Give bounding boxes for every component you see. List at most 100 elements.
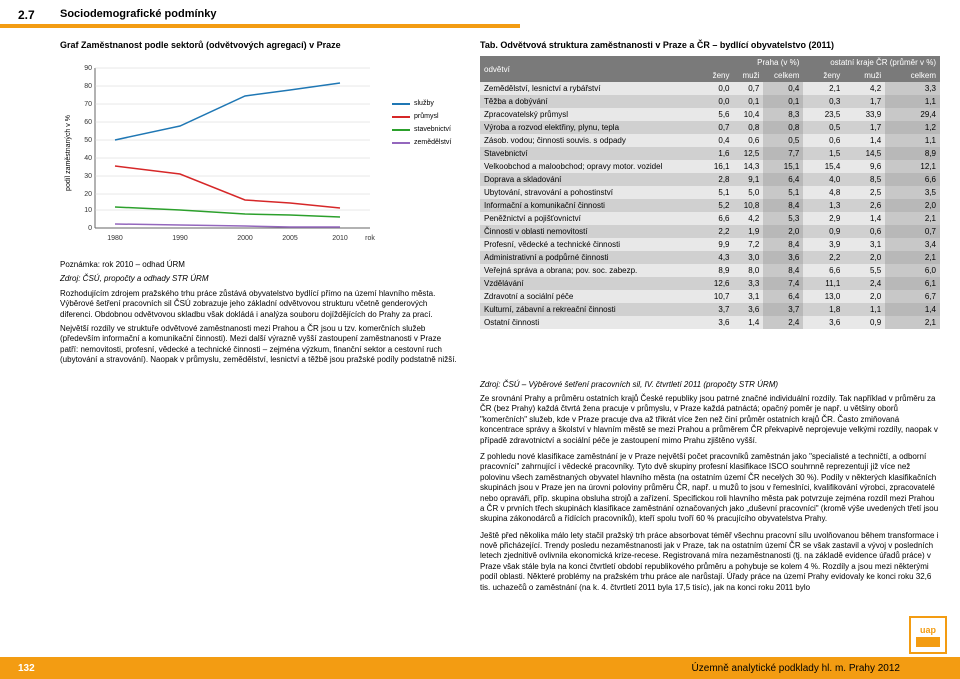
right-column-text: Ze srovnání Prahy a průměru ostatních kr… xyxy=(480,394,940,599)
cell-value: 1,4 xyxy=(844,134,885,147)
svg-text:rok: rok xyxy=(365,235,375,242)
cell-value: 2,1 xyxy=(885,316,940,329)
table-row: Administrativní a podpůrné činnosti4,33,… xyxy=(480,251,940,264)
cell-value: 0,4 xyxy=(704,134,734,147)
footer-page-number: 132 xyxy=(18,663,35,674)
cell-value: 33,9 xyxy=(844,108,885,121)
series-prumysl xyxy=(115,166,340,208)
legend-item: služby xyxy=(392,100,451,107)
cell-value: 5,1 xyxy=(763,186,803,199)
footer-title: Územně analytické podklady hl. m. Prahy … xyxy=(692,663,900,674)
chart-note-line: Poznámka: rok 2010 – odhad ÚRM xyxy=(60,260,460,270)
cell-value: 7,4 xyxy=(763,277,803,290)
cell-value: 2,8 xyxy=(704,173,734,186)
cell-value: 0,5 xyxy=(763,134,803,147)
cell-value: 0,3 xyxy=(803,95,844,108)
legend-item: zemědělství xyxy=(392,139,451,146)
legend-item: stavebnictví xyxy=(392,126,451,133)
cell-value: 4,2 xyxy=(844,82,885,95)
svg-text:60: 60 xyxy=(84,119,92,126)
table-title: Tab. Odvětvová struktura zaměstnanosti v… xyxy=(480,40,834,50)
cell-value: 6,6 xyxy=(803,264,844,277)
cell-value: 2,9 xyxy=(803,212,844,225)
cell-value: 3,1 xyxy=(734,290,764,303)
cell-value: 4,2 xyxy=(734,212,764,225)
cell-value: 3,7 xyxy=(704,303,734,316)
chart-title: Graf Zaměstnanost podle sektorů (odvětvo… xyxy=(60,40,341,50)
svg-text:90: 90 xyxy=(84,65,92,72)
svg-text:40: 40 xyxy=(84,155,92,162)
cell-value: 12,1 xyxy=(885,160,940,173)
cell-value: 8,4 xyxy=(763,264,803,277)
row-label: Velkoobchod a maloobchod; opravy motor. … xyxy=(480,160,704,173)
cell-value: 1,4 xyxy=(885,303,940,316)
row-label: Peněžnictví a pojišťovnictví xyxy=(480,212,704,225)
table-row: Profesní, vědecké a technické činnosti9,… xyxy=(480,238,940,251)
col-header: muži xyxy=(844,69,885,82)
svg-text:2010: 2010 xyxy=(332,235,348,242)
cell-value: 6,4 xyxy=(763,173,803,186)
chart-grid xyxy=(95,68,370,228)
series-stavebnictvi xyxy=(115,207,340,217)
cell-value: 0,1 xyxy=(734,95,764,108)
table-row: Činnosti v oblasti nemovitostí2,21,92,00… xyxy=(480,225,940,238)
cell-value: 2,0 xyxy=(844,290,885,303)
row-label: Zásob. vodou; činnosti souvis. s odpady xyxy=(480,134,704,147)
row-label: Stavebnictví xyxy=(480,147,704,160)
cell-value: 1,3 xyxy=(803,199,844,212)
cell-value: 4,8 xyxy=(803,186,844,199)
cell-value: 8,4 xyxy=(763,238,803,251)
col-header: celkem xyxy=(763,69,803,82)
uap-logo: uap xyxy=(908,615,948,655)
table-row: Informační a komunikační činnosti5,210,8… xyxy=(480,199,940,212)
cell-value: 0,9 xyxy=(844,316,885,329)
cell-value: 3,4 xyxy=(885,238,940,251)
chart-legend: služby průmysl stavebnictví zemědělství xyxy=(392,100,451,152)
cell-value: 0,6 xyxy=(734,134,764,147)
cell-value: 12,5 xyxy=(734,147,764,160)
row-label: Činnosti v oblasti nemovitostí xyxy=(480,225,704,238)
cell-value: 0,6 xyxy=(844,225,885,238)
row-label: Kulturní, zábavní a rekreační činnosti xyxy=(480,303,704,316)
row-label: Výroba a rozvod elektřiny, plynu, tepla xyxy=(480,121,704,134)
cell-value: 8,3 xyxy=(763,108,803,121)
cell-value: 29,4 xyxy=(885,108,940,121)
cell-value: 6,4 xyxy=(763,290,803,303)
cell-value: 6,0 xyxy=(885,264,940,277)
cell-value: 1,8 xyxy=(803,303,844,316)
svg-text:1990: 1990 xyxy=(172,235,188,242)
page-section-number: 2.7 xyxy=(18,8,35,22)
header-divider xyxy=(0,24,520,28)
cell-value: 0,7 xyxy=(734,82,764,95)
cell-value: 0,6 xyxy=(803,134,844,147)
row-label: Zpracovatelský průmysl xyxy=(480,108,704,121)
svg-text:10: 10 xyxy=(84,207,92,214)
col-header: celkem xyxy=(885,69,940,82)
cell-value: 1,7 xyxy=(844,95,885,108)
cell-value: 3,9 xyxy=(803,238,844,251)
chart-notes: Poznámka: rok 2010 – odhad ÚRM Zdroj: ČS… xyxy=(60,260,460,370)
cell-value: 11,1 xyxy=(803,277,844,290)
svg-text:30: 30 xyxy=(84,173,92,180)
table-row: Veřejná správa a obrana; pov. soc. zabez… xyxy=(480,264,940,277)
cell-value: 5,5 xyxy=(844,264,885,277)
svg-text:2005: 2005 xyxy=(282,235,298,242)
cell-value: 0,0 xyxy=(704,82,734,95)
cell-value: 6,6 xyxy=(885,173,940,186)
table-row: Zásob. vodou; činnosti souvis. s odpady0… xyxy=(480,134,940,147)
cell-value: 0,5 xyxy=(803,121,844,134)
page-header-title: Sociodemografické podmínky xyxy=(60,8,216,20)
table-row: Kulturní, zábavní a rekreační činnosti3,… xyxy=(480,303,940,316)
cell-value: 5,3 xyxy=(763,212,803,225)
svg-text:0: 0 xyxy=(88,225,92,232)
cell-value: 0,8 xyxy=(734,121,764,134)
cell-value: 5,2 xyxy=(704,199,734,212)
table-row: Výroba a rozvod elektřiny, plynu, tepla 0… xyxy=(480,121,940,134)
row-label: Administrativní a podpůrné činnosti xyxy=(480,251,704,264)
row-label: Veřejná správa a obrana; pov. soc. zabez… xyxy=(480,264,704,277)
row-label: Doprava a skladování xyxy=(480,173,704,186)
cell-value: 3,0 xyxy=(734,251,764,264)
y-axis-title: podíl zaměstnaných v % xyxy=(65,115,72,191)
body-paragraph: Největší rozdíly ve struktuře odvětvové … xyxy=(60,324,460,366)
row-label: Ostatní činnosti xyxy=(480,316,704,329)
